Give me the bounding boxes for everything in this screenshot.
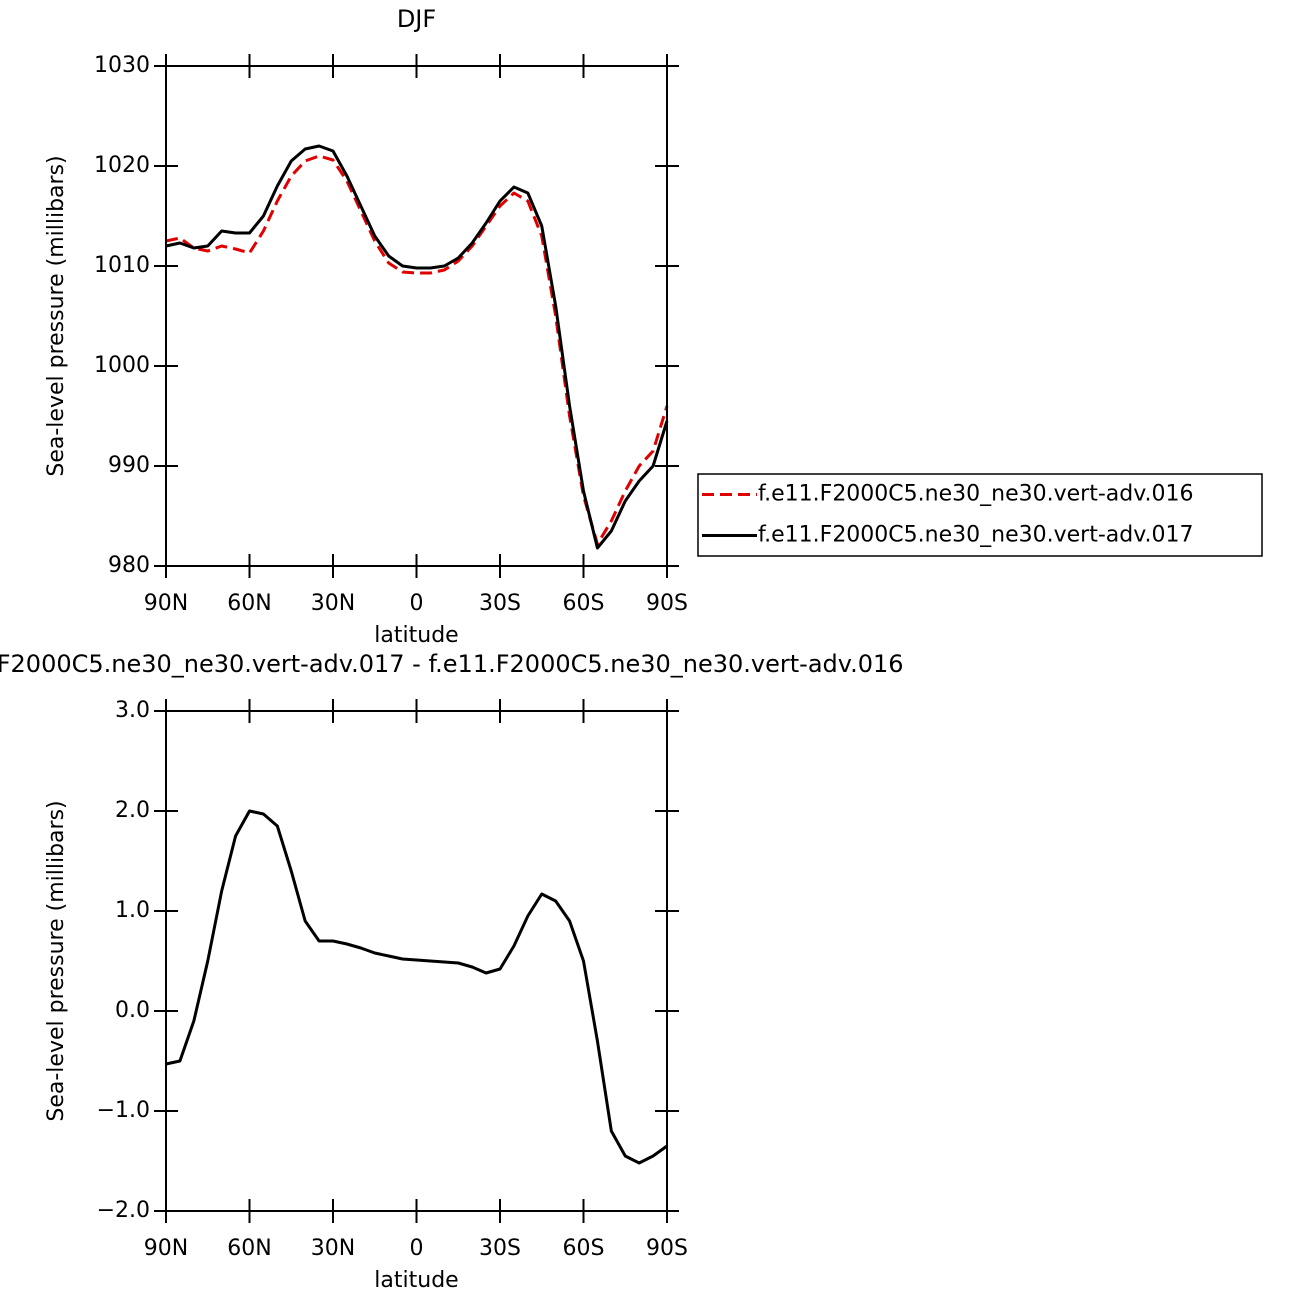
- x-tick-label: 90S: [646, 1236, 688, 1261]
- x-tick-label: 0: [410, 1236, 424, 1261]
- x-tick-label: 30S: [479, 1236, 521, 1261]
- x-tick-label: 60S: [563, 591, 605, 616]
- y-tick-label: 2.0: [115, 798, 150, 823]
- y-axis-label: Sea-level pressure (millibars): [44, 155, 69, 476]
- y-tick-label: 1.0: [115, 898, 150, 923]
- x-tick-label: 90N: [144, 1236, 188, 1261]
- plot-frame: [165, 710, 668, 1212]
- y-axis-label: Sea-level pressure (millibars): [44, 800, 69, 1121]
- y-tick-label: 1000: [94, 353, 150, 378]
- x-tick-label: 90N: [144, 591, 188, 616]
- legend-label: f.e11.F2000C5.ne30_ne30.vert-adv.017: [758, 523, 1194, 548]
- y-tick-label: 0.0: [115, 998, 150, 1023]
- x-axis-label: latitude: [374, 1268, 458, 1293]
- plot-frame: [165, 65, 668, 567]
- y-tick-label: 990: [108, 453, 150, 478]
- series-line: [165, 154, 669, 546]
- y-tick-label: 1030: [94, 53, 150, 78]
- y-tick-label: −2.0: [97, 1198, 150, 1223]
- chart-title: f.e11.F2000C5.ne30_ne30.vert-adv.017 - f…: [0, 650, 904, 678]
- y-tick-label: 1010: [94, 253, 150, 278]
- y-tick-label: 3.0: [115, 698, 150, 723]
- x-axis-label: latitude: [374, 623, 458, 648]
- legend-box: [697, 473, 1263, 557]
- x-tick-label: 30S: [479, 591, 521, 616]
- legend-label: f.e11.F2000C5.ne30_ne30.vert-adv.016: [758, 482, 1194, 507]
- x-tick-label: 30N: [311, 1236, 355, 1261]
- y-tick-label: −1.0: [97, 1098, 150, 1123]
- x-tick-label: 60N: [227, 591, 271, 616]
- y-tick-label: 980: [108, 553, 150, 578]
- chart-title: DJF: [397, 5, 436, 33]
- x-tick-label: 30N: [311, 591, 355, 616]
- series-line: [165, 144, 669, 550]
- x-tick-label: 60S: [563, 1236, 605, 1261]
- x-tick-label: 0: [410, 591, 424, 616]
- x-tick-label: 90S: [646, 591, 688, 616]
- series-line: [165, 809, 668, 1165]
- y-tick-label: 1020: [94, 153, 150, 178]
- x-tick-label: 60N: [227, 1236, 271, 1261]
